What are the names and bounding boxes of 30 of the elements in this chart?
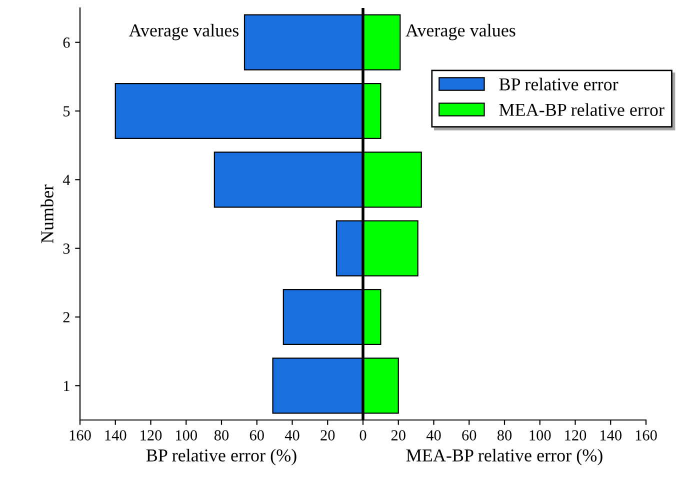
- y-tick-label: 6: [63, 38, 70, 48]
- x-tick-label: 80: [214, 430, 229, 440]
- x-tick-label: 20: [320, 430, 335, 440]
- y-tick-label: 3: [63, 244, 70, 254]
- x-tick-label: 100: [530, 430, 551, 440]
- x-tick-label: 0: [360, 430, 366, 440]
- x-tick-label: 100: [176, 430, 197, 440]
- x-tick-label: 20: [391, 430, 406, 440]
- text: MEA-BP relative error (%): [406, 448, 602, 466]
- x-tick-label: 160: [636, 430, 657, 440]
- x-tick-label: 120: [140, 430, 162, 440]
- x-tick-label: 40: [284, 430, 300, 440]
- annotation: Average values: [406, 24, 516, 40]
- y-tick-label: 2: [63, 312, 70, 322]
- x-tick-label: 80: [497, 430, 512, 440]
- x-tick-label: 160: [70, 430, 91, 440]
- x-tick-label: 140: [105, 430, 126, 440]
- annotation: Average values: [128, 24, 239, 40]
- x-tick-label: 60: [250, 430, 264, 440]
- legend-label: BP relative error: [499, 78, 618, 90]
- x-tick-label: 140: [600, 430, 622, 440]
- y-axis-title: Number: [40, 184, 54, 244]
- y-tick-label: 1: [64, 380, 70, 391]
- y-tick-label: 5: [64, 106, 70, 116]
- x-tick-label: 120: [565, 430, 586, 440]
- legend-label: MEA-BP relative error: [499, 103, 664, 116]
- x-tick-label: 60: [462, 430, 476, 440]
- x-axis-title: BP relative error (%): [146, 448, 296, 466]
- x-tick-label: 40: [426, 430, 441, 440]
- y-tick-label: 4: [62, 174, 70, 185]
